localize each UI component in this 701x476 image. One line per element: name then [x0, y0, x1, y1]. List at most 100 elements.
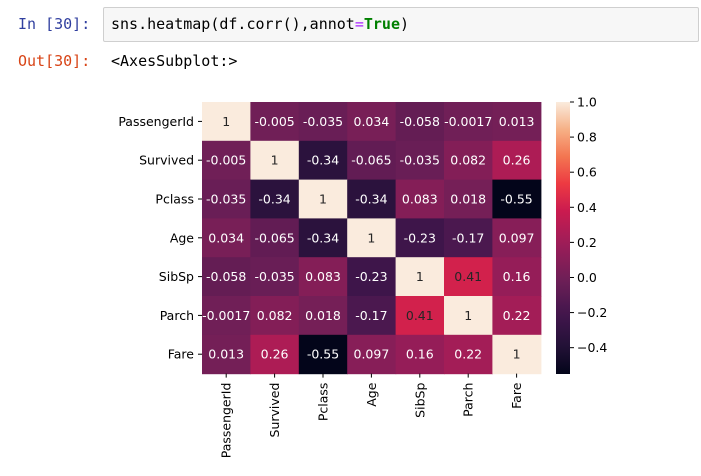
cell-value-label: 0.41 — [454, 269, 482, 284]
cell-value-label: 0.16 — [406, 347, 434, 362]
heatmap-cell — [492, 218, 542, 258]
cell-value-label: -0.035 — [206, 192, 246, 207]
output-prompt: Out[30]: — [18, 52, 91, 70]
heatmap-cell — [492, 179, 542, 219]
cell-value-label: -0.058 — [206, 269, 246, 284]
cell-value-label: 0.013 — [208, 347, 244, 362]
y-tick-label: PassengerId — [118, 114, 194, 129]
heatmap-cell — [347, 102, 397, 142]
y-tick-label: Fare — [168, 347, 195, 362]
code-cell-input[interactable]: sns.heatmap(df.corr(),annot=True) — [103, 7, 699, 42]
cell-value-label: 0.083 — [402, 192, 438, 207]
heatmap-cell — [298, 140, 348, 181]
y-tick-label: Age — [170, 230, 194, 245]
cell-value-label: -0.34 — [258, 192, 290, 207]
cell-value-label: 1 — [271, 153, 279, 168]
heatmap-cell — [250, 179, 300, 219]
colorbar — [556, 102, 570, 374]
cell-value-label: -0.0017 — [202, 308, 250, 323]
cell-value-label: 0.034 — [354, 114, 390, 129]
heatmap-cell — [250, 334, 300, 375]
cell-value-label: -0.005 — [206, 153, 246, 168]
cell-value-label: 0.097 — [354, 347, 390, 362]
heatmap-cell — [250, 102, 300, 142]
cell-value-label: 0.082 — [257, 308, 293, 323]
cell-value-label: -0.55 — [500, 192, 532, 207]
x-tick-label: Age — [364, 382, 379, 406]
input-prompt: In [30]: — [18, 15, 91, 33]
x-tick-label: Parch — [461, 383, 476, 417]
heatmap-cell — [395, 179, 445, 219]
cell-value-label: 1 — [513, 347, 521, 362]
cell-value-label: 0.22 — [454, 347, 482, 362]
heatmap-cell — [492, 296, 542, 336]
cell-value-label: -0.23 — [355, 269, 387, 284]
cell-value-label: -0.058 — [400, 114, 440, 129]
code-text-end: ) — [400, 15, 410, 33]
code-keyword: True — [363, 15, 400, 33]
cell-value-label: -0.55 — [307, 347, 339, 362]
colorbar-tick-label: 0.4 — [577, 200, 597, 215]
cell-value-label: -0.17 — [355, 308, 387, 323]
heatmap-cell — [298, 102, 348, 142]
heatmap-cell — [492, 334, 542, 375]
heatmap-cell — [250, 140, 300, 181]
heatmap-cell — [347, 218, 397, 258]
x-tick-label: Pclass — [316, 383, 331, 422]
heatmap-cell — [298, 257, 348, 297]
heatmap-cell — [395, 140, 445, 181]
cell-value-label: 0.26 — [503, 153, 531, 168]
heatmap-cell — [444, 334, 493, 375]
cell-value-label: 0.082 — [450, 153, 486, 168]
cell-value-label: 0.097 — [499, 230, 535, 245]
cell-value-label: 0.013 — [499, 114, 535, 129]
heatmap-cell — [347, 296, 397, 336]
heatmap-cell — [444, 140, 493, 181]
cell-value-label: 0.034 — [208, 230, 244, 245]
cell-value-label: 1 — [319, 192, 327, 207]
heatmap-cell — [298, 179, 348, 219]
cell-value-label: -0.035 — [303, 114, 343, 129]
heatmap-cell — [444, 296, 493, 336]
cell-value-label: -0.34 — [307, 153, 339, 168]
y-tick-label: SibSp — [159, 269, 194, 284]
cell-value-label: -0.34 — [355, 192, 387, 207]
x-tick-label: Survived — [267, 383, 282, 438]
cell-value-label: 1 — [416, 269, 424, 284]
cell-value-label: -0.005 — [254, 114, 294, 129]
cell-value-label: 0.018 — [305, 308, 341, 323]
heatmap-cell — [298, 218, 348, 258]
heatmap-cell — [250, 296, 300, 336]
cell-value-label: -0.035 — [400, 153, 440, 168]
heatmap-cell — [202, 140, 251, 181]
colorbar-tick-label: 0.2 — [577, 235, 597, 250]
cell-value-label: 0.018 — [450, 192, 486, 207]
heatmap-cell — [492, 257, 542, 297]
heatmap-cell — [395, 102, 445, 142]
cell-value-label: -0.065 — [254, 230, 294, 245]
x-tick-label: Fare — [509, 382, 524, 409]
heatmap-cell — [347, 140, 397, 181]
y-tick-label: Parch — [160, 308, 194, 323]
heatmap-cell — [395, 257, 445, 297]
cell-value-label: -0.035 — [254, 269, 294, 284]
heatmap-cell — [202, 257, 251, 297]
cell-value-label: 0.26 — [261, 347, 289, 362]
heatmap-cell — [444, 218, 493, 258]
cell-value-label: -0.34 — [307, 230, 339, 245]
heatmap-cell — [492, 102, 542, 142]
heatmap-cell — [444, 257, 493, 297]
heatmap-cell — [492, 140, 542, 181]
heatmap-cell — [202, 218, 251, 258]
heatmap-cell — [298, 334, 348, 375]
code-operator: = — [354, 15, 364, 33]
heatmap-cell — [444, 179, 493, 219]
y-tick-label: Survived — [139, 153, 194, 168]
cell-value-label: 1 — [367, 230, 375, 245]
cell-value-label: 0.083 — [305, 269, 341, 284]
heatmap-cell — [395, 296, 445, 336]
cell-output-text: <AxesSubplot:> — [111, 52, 238, 70]
y-tick-label: Pclass — [155, 192, 194, 207]
cell-value-label: 0.41 — [406, 308, 434, 323]
